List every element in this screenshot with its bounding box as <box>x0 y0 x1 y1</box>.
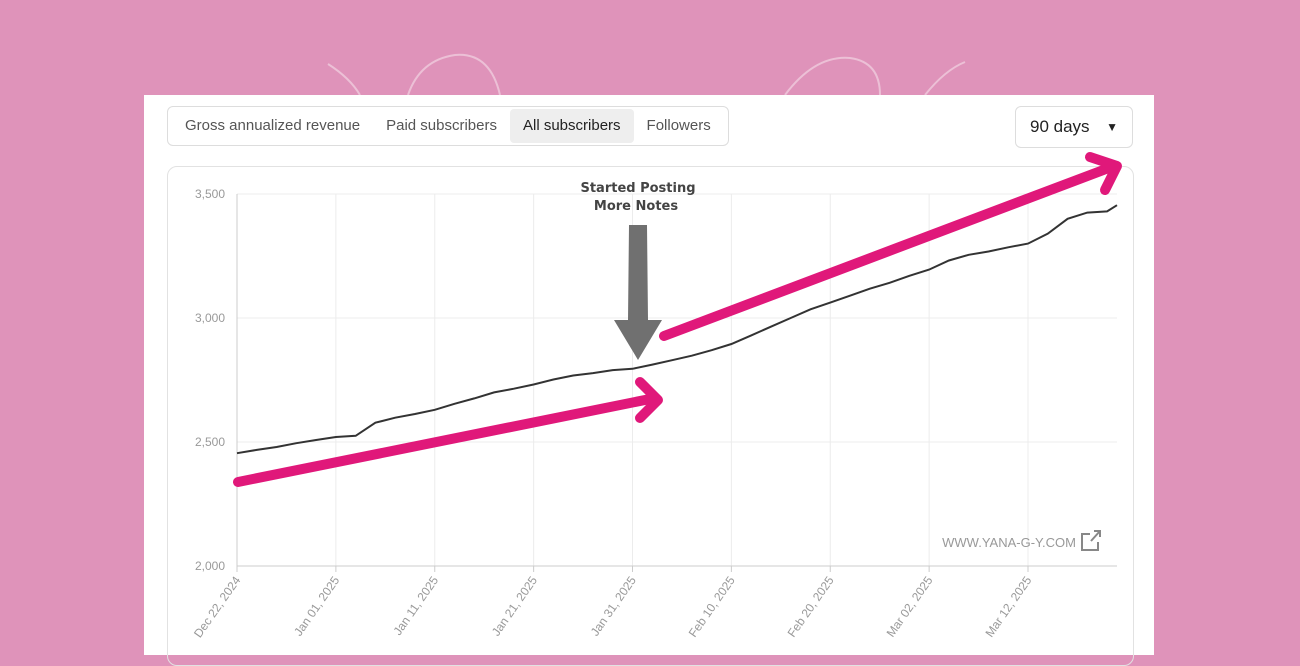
y-tick-labels: 2,000 2,500 3,000 3,500 <box>195 187 225 573</box>
decor-curve <box>327 63 361 96</box>
x-tick-labels: Dec 22, 2024 Jan 01, 2025 Jan 11, 2025 Jan … <box>191 573 1035 640</box>
annotation-line-1: Started Posting <box>580 181 695 196</box>
axis-layer <box>236 194 1117 572</box>
triangle-down-icon: ▼ <box>1106 120 1118 134</box>
trend-arrows <box>233 152 1122 487</box>
decor-curve <box>924 61 966 96</box>
grid-layer <box>237 193 1117 566</box>
subscribers-chart: 2,000 2,500 3,000 3,500 Dec 22, 2024 Jan 01,… <box>191 152 1122 640</box>
tab-paid-subscribers[interactable]: Paid subscribers <box>386 117 497 134</box>
x-tick-label: Mar 12, 2025 <box>982 573 1034 639</box>
x-tick-label: Jan 01, 2025 <box>291 573 342 638</box>
annotation-line-2: More Notes <box>594 199 678 214</box>
subscribers-card: Gross annualized revenue Paid subscriber… <box>144 95 1154 666</box>
x-tick-label: Feb 10, 2025 <box>686 573 738 639</box>
x-tick-label: Feb 20, 2025 <box>785 573 837 639</box>
metric-tabs: Gross annualized revenue Paid subscriber… <box>167 106 729 146</box>
trend-arrow-head <box>1085 152 1122 195</box>
y-tick-label: 3,000 <box>195 311 225 325</box>
down-arrow-icon <box>614 225 662 360</box>
trend-arrow-head <box>635 377 663 423</box>
x-tick-label: Mar 02, 2025 <box>884 573 936 639</box>
tab-gross-annualized-revenue[interactable]: Gross annualized revenue <box>185 117 361 134</box>
x-tick-label: Dec 22, 2024 <box>191 573 244 640</box>
trend-arrow-shaft <box>659 161 1119 341</box>
watermark: WWW.YANA-G-Y.COM <box>942 530 1101 551</box>
range-select[interactable]: 90 days ▼ <box>1015 106 1133 148</box>
watermark-text: WWW.YANA-G-Y.COM <box>942 535 1076 550</box>
trend-arrow-shaft <box>233 393 660 487</box>
decor-curve <box>784 56 881 96</box>
y-tick-label: 3,500 <box>195 187 225 201</box>
external-link-icon[interactable] <box>1081 530 1101 551</box>
annotation: Started Posting More Notes <box>580 181 696 360</box>
x-tick-label: Jan 21, 2025 <box>489 573 540 638</box>
range-select-value: 90 days <box>1030 117 1090 136</box>
tab-all-subscribers[interactable]: All subscribers <box>510 109 634 143</box>
series-line <box>236 204 1118 455</box>
tab-followers[interactable]: Followers <box>646 117 711 134</box>
decor-curve <box>407 53 501 96</box>
x-tick-label: Jan 11, 2025 <box>390 573 441 637</box>
y-tick-label: 2,000 <box>195 559 225 573</box>
y-tick-label: 2,500 <box>195 435 225 449</box>
background-decoration <box>327 53 966 96</box>
x-tick-label: Jan 31, 2025 <box>588 573 639 638</box>
